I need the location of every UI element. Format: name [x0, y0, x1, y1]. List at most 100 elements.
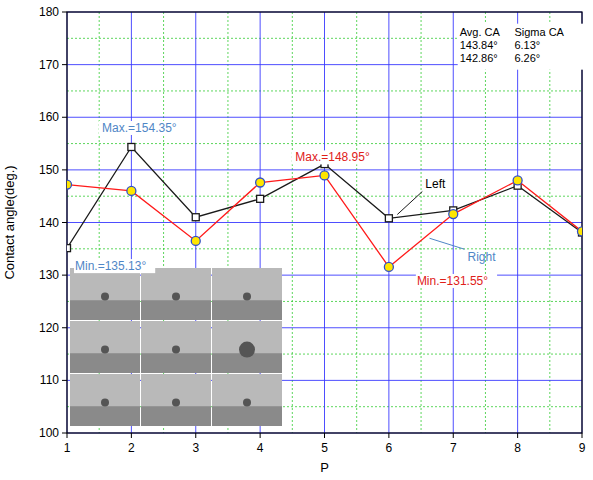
tick-label: 9 — [579, 441, 586, 455]
tick — [582, 433, 583, 438]
tick — [324, 433, 325, 438]
tick-label: 180 — [39, 5, 59, 19]
photo — [101, 399, 109, 407]
photo — [101, 346, 109, 354]
tick — [62, 433, 67, 434]
y-axis-title: Contact angle(deg.) — [2, 165, 17, 279]
marker — [578, 227, 583, 236]
photo — [141, 268, 211, 320]
photo — [141, 321, 211, 373]
grid-line — [388, 12, 389, 433]
tick — [62, 117, 67, 118]
tick — [195, 433, 196, 438]
arrow — [430, 238, 465, 249]
annotation: Max.=148.95° — [295, 150, 370, 164]
arrow — [397, 192, 422, 215]
photo — [141, 353, 211, 373]
annotation: Min.=135.13° — [75, 259, 146, 273]
label-patch — [99, 121, 180, 135]
marker — [67, 245, 71, 252]
label-patch — [416, 274, 497, 288]
tick — [62, 380, 67, 381]
tick — [62, 12, 67, 13]
minor-grid — [67, 12, 582, 433]
marker — [385, 215, 392, 222]
stats-value: 143.84° — [460, 39, 498, 51]
grid-line — [324, 12, 325, 433]
series-line — [67, 147, 582, 248]
photo — [70, 268, 140, 320]
annotation: Min.=131.55° — [417, 274, 488, 288]
tick-label: 170 — [39, 58, 59, 72]
stats-header: Sigma CA — [514, 26, 564, 38]
tick-label: 2 — [128, 441, 135, 455]
marker — [513, 176, 522, 185]
major-grid — [67, 12, 582, 433]
plot-area — [67, 143, 582, 271]
photo — [70, 321, 140, 373]
photo — [239, 342, 255, 358]
tick-label: 4 — [257, 441, 264, 455]
photo — [243, 399, 251, 407]
tick-label: 8 — [514, 441, 521, 455]
photo-inset — [70, 268, 282, 426]
stats-value: 6.13° — [514, 39, 540, 51]
tick — [131, 433, 132, 438]
stats-value: 6.26° — [514, 52, 540, 64]
photo — [70, 353, 140, 373]
series-label: Left — [425, 177, 446, 191]
marker — [257, 195, 264, 202]
photo — [243, 293, 251, 301]
tick-label: 1 — [64, 441, 71, 455]
label-patch — [292, 150, 373, 164]
photo — [70, 300, 140, 320]
photo — [141, 374, 211, 426]
marker — [256, 178, 265, 187]
photo — [212, 321, 282, 373]
marker — [127, 186, 136, 195]
marker — [67, 180, 72, 189]
background — [0, 0, 593, 480]
tick-label: 160 — [39, 110, 59, 124]
photo — [172, 399, 180, 407]
stats-header: Avg. CA — [460, 26, 501, 38]
tick-label: 110 — [40, 373, 59, 387]
tick-label: 150 — [39, 163, 59, 177]
tick — [260, 433, 261, 438]
tick — [62, 64, 67, 65]
tick — [62, 327, 67, 328]
photo — [101, 293, 109, 301]
photo — [141, 406, 211, 426]
series-label: Right — [468, 250, 497, 264]
chart: 100110120130140150160170180123456789Cont… — [0, 0, 593, 480]
annotation: Max.=154.35° — [102, 121, 177, 135]
photo — [212, 374, 282, 426]
grid-line — [517, 12, 518, 433]
tick-label: 7 — [450, 441, 457, 455]
photo — [212, 268, 282, 320]
tick-label: 140 — [39, 216, 59, 230]
photo — [212, 300, 282, 320]
stats-value: 142.86° — [460, 52, 498, 64]
photo — [172, 346, 180, 354]
tick-label: 6 — [386, 441, 393, 455]
grid-line — [453, 12, 454, 433]
plot-frame — [67, 12, 582, 433]
tick — [67, 433, 68, 438]
marker — [449, 210, 458, 219]
tick — [453, 433, 454, 438]
marker — [191, 236, 200, 245]
tick — [62, 169, 67, 170]
tick — [62, 222, 67, 223]
stats-patch — [458, 24, 588, 70]
photo — [70, 406, 140, 426]
photo — [141, 300, 211, 320]
label-patch — [74, 259, 155, 273]
marker — [192, 214, 199, 221]
tick-label: 5 — [321, 441, 328, 455]
photo — [212, 406, 282, 426]
photo — [172, 293, 180, 301]
tick — [62, 275, 67, 276]
marker — [128, 143, 135, 150]
x-axis-title: P — [320, 460, 329, 475]
